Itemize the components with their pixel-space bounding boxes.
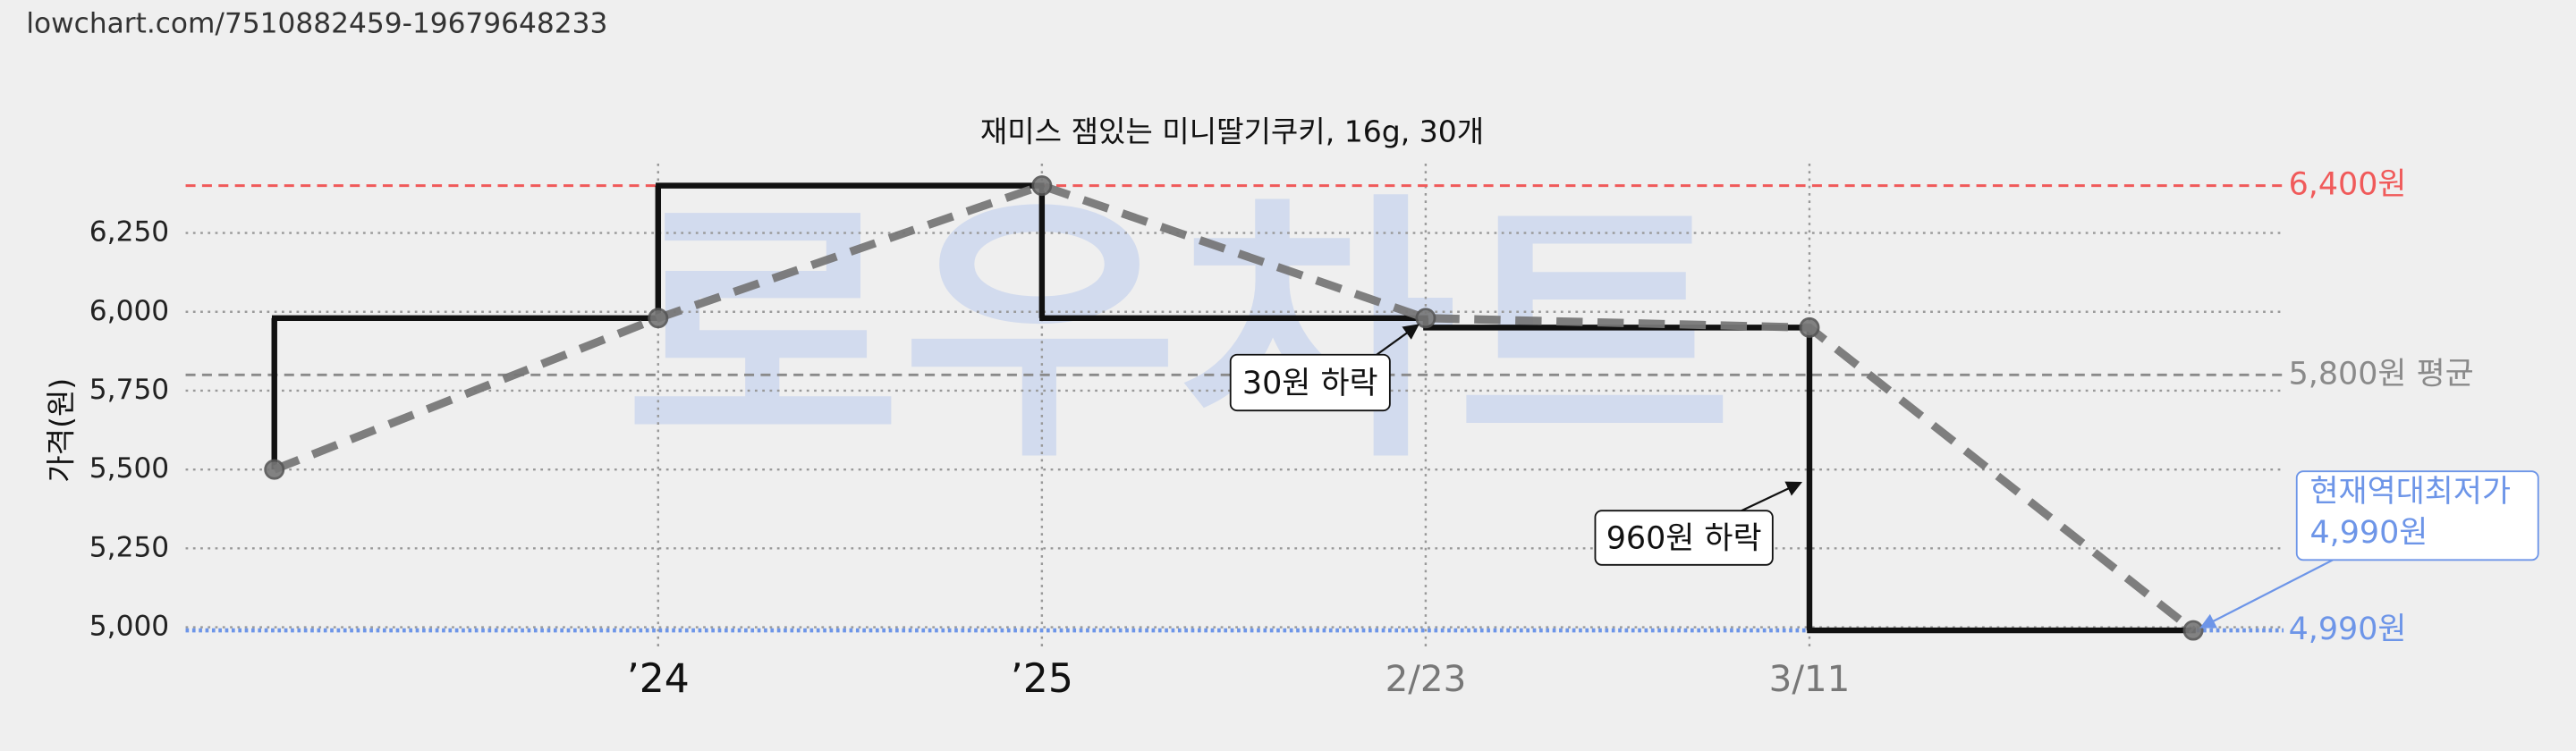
annotation-arrow: [1741, 481, 1803, 512]
y-axis-label: 가격(원): [43, 378, 78, 483]
y-tick-label: 5,000: [89, 611, 169, 643]
point-marker: [648, 308, 669, 329]
annotation-box: [1229, 353, 1391, 412]
x-tick-label: 3/11: [1769, 657, 1851, 700]
current-low-value: 4,990원: [2309, 515, 2428, 551]
annotation-box: [1594, 510, 1774, 566]
x-tick-label: 2/23: [1385, 657, 1467, 700]
annotation-arrow: [2199, 559, 2334, 629]
point-marker: [1031, 175, 1053, 197]
y-tick-label: 5,500: [89, 452, 169, 485]
y-tick-label: 5,750: [89, 374, 169, 406]
point-marker: [264, 459, 285, 480]
reference-label: 6,400원: [2289, 167, 2407, 203]
chart-title: 재미스 잼있는 미니딸기쿠키, 16g, 30개: [980, 114, 1484, 148]
point-marker: [2182, 620, 2204, 641]
x-tick-label: ’24: [627, 656, 690, 702]
annotation-arrow: [1376, 324, 1419, 356]
y-tick-label: 5,250: [89, 531, 169, 563]
annotation-text: 30원 하락: [1242, 366, 1378, 401]
annotation-text: 960원 하락: [1606, 520, 1762, 556]
current-low-title: 현재역대최저가: [2309, 474, 2511, 510]
trend-line: [273, 181, 2196, 634]
current-low-box: [2295, 470, 2539, 561]
y-tick-label: 6,250: [89, 216, 169, 249]
point-marker: [1799, 316, 1820, 338]
reference-label: 5,800원 평균: [2289, 356, 2474, 392]
y-tick-label: 6,000: [89, 295, 169, 327]
reference-label: 4,990원: [2289, 612, 2407, 647]
x-tick-label: ’25: [1011, 656, 1073, 702]
point-marker: [1415, 308, 1436, 329]
url-text: lowchart.com/7510882459-19679648233: [26, 8, 607, 40]
watermark: 로우차트: [624, 170, 1733, 495]
